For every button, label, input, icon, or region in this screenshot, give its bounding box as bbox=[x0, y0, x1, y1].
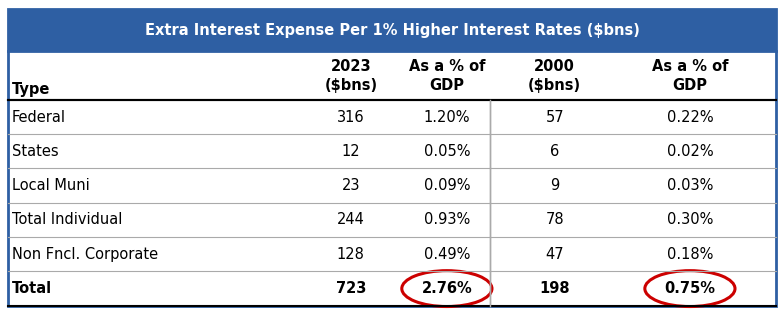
Text: 0.03%: 0.03% bbox=[666, 178, 713, 193]
Text: GDP: GDP bbox=[673, 77, 707, 93]
Text: 9: 9 bbox=[550, 178, 559, 193]
Text: ($bns): ($bns) bbox=[528, 77, 581, 93]
Text: As a % of: As a % of bbox=[652, 59, 728, 75]
Text: 0.02%: 0.02% bbox=[666, 144, 713, 159]
Text: As a % of: As a % of bbox=[408, 59, 485, 75]
Text: 0.05%: 0.05% bbox=[423, 144, 470, 159]
Text: Extra Interest Expense Per 1% Higher Interest Rates ($bns): Extra Interest Expense Per 1% Higher Int… bbox=[144, 23, 640, 38]
Text: 57: 57 bbox=[546, 110, 564, 124]
Text: 0.30%: 0.30% bbox=[666, 212, 713, 227]
Text: 2023: 2023 bbox=[331, 59, 371, 75]
Text: Type: Type bbox=[12, 82, 50, 97]
Text: 244: 244 bbox=[337, 212, 365, 227]
Text: Local Muni: Local Muni bbox=[12, 178, 89, 193]
Text: ($bns): ($bns) bbox=[325, 77, 377, 93]
Text: 0.49%: 0.49% bbox=[423, 247, 470, 262]
Text: 47: 47 bbox=[546, 247, 564, 262]
Text: 198: 198 bbox=[539, 281, 570, 296]
Text: Non Fncl. Corporate: Non Fncl. Corporate bbox=[12, 247, 158, 262]
Text: 12: 12 bbox=[342, 144, 360, 159]
Text: 1.20%: 1.20% bbox=[423, 110, 470, 124]
Text: 0.93%: 0.93% bbox=[424, 212, 470, 227]
Text: 2.76%: 2.76% bbox=[422, 281, 472, 296]
Text: GDP: GDP bbox=[430, 77, 464, 93]
Text: 78: 78 bbox=[546, 212, 564, 227]
Text: 723: 723 bbox=[336, 281, 366, 296]
Text: States: States bbox=[12, 144, 58, 159]
Text: 128: 128 bbox=[337, 247, 365, 262]
Text: 0.22%: 0.22% bbox=[666, 110, 713, 124]
Text: 0.75%: 0.75% bbox=[664, 281, 716, 296]
Text: 0.09%: 0.09% bbox=[423, 178, 470, 193]
Text: 2000: 2000 bbox=[534, 59, 575, 75]
Text: Total: Total bbox=[12, 281, 52, 296]
Text: 23: 23 bbox=[342, 178, 360, 193]
Text: 0.18%: 0.18% bbox=[666, 247, 713, 262]
Text: 6: 6 bbox=[550, 144, 559, 159]
Text: 316: 316 bbox=[337, 110, 365, 124]
FancyBboxPatch shape bbox=[8, 51, 776, 306]
Text: Total Individual: Total Individual bbox=[12, 212, 122, 227]
Text: Federal: Federal bbox=[12, 110, 66, 124]
FancyBboxPatch shape bbox=[8, 9, 776, 51]
